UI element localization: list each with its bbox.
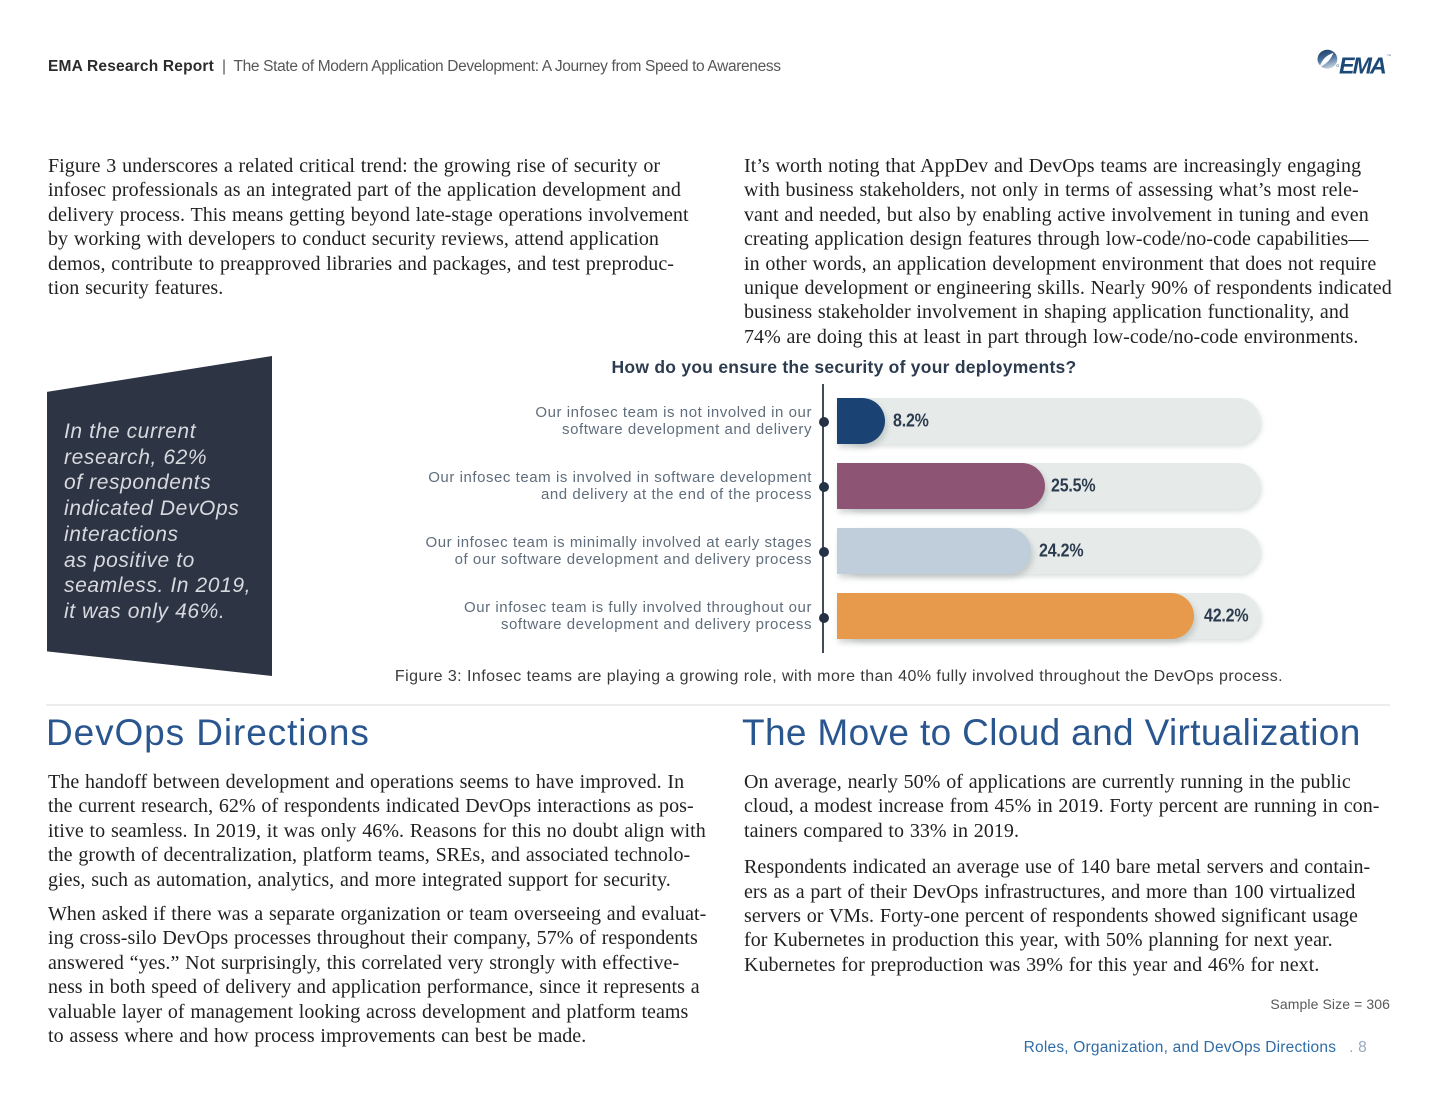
- svg-text:EMA: EMA: [1339, 52, 1386, 78]
- svg-text:™: ™: [1387, 54, 1392, 59]
